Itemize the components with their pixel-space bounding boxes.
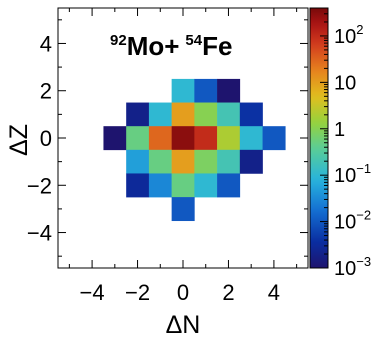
heatmap-cell xyxy=(171,102,195,127)
heatmap-cell xyxy=(239,126,263,151)
heatmap-cell xyxy=(171,126,195,151)
x-tick-label: −4 xyxy=(80,280,105,305)
heatmap-cell xyxy=(148,149,172,174)
y-axis-label: ΔZ xyxy=(5,124,33,156)
heatmap-cell xyxy=(194,126,218,151)
heatmap-cell xyxy=(103,126,127,151)
heatmap-cell xyxy=(262,126,286,151)
y-tick-label: 2 xyxy=(40,79,52,104)
colorbar-tick-label: 102 xyxy=(334,22,363,48)
heatmap-cell xyxy=(217,102,241,127)
x-tick-label: 2 xyxy=(222,280,234,305)
heatmap-cells xyxy=(103,78,286,222)
colorbar-tick-label: 10−3 xyxy=(334,254,371,280)
heatmap-cell xyxy=(148,126,172,151)
heatmap-cell xyxy=(171,149,195,174)
heatmap-cell xyxy=(194,149,218,174)
projectile-element: Mo+ xyxy=(127,31,180,61)
x-tick-labels: −4 −2 0 2 4 xyxy=(80,280,280,305)
heatmap-cell xyxy=(171,78,195,103)
projectile-mass-number: 92 xyxy=(110,32,127,49)
y-tick-label: 4 xyxy=(40,31,52,56)
x-tick-label: 0 xyxy=(177,280,189,305)
x-axis-label: ΔN xyxy=(166,311,201,339)
heatmap-cell xyxy=(148,102,172,127)
heatmap-cell xyxy=(194,173,218,198)
colorbar-tick-label: 1 xyxy=(334,119,345,141)
colorbar-tick-label: 10−1 xyxy=(334,161,371,187)
target-mass-number: 54 xyxy=(185,32,202,49)
heatmap-cell xyxy=(239,149,263,174)
heatmap-cell xyxy=(194,102,218,127)
heatmap-cell xyxy=(171,173,195,198)
heatmap-cell xyxy=(126,149,150,174)
y-tick-labels: −4 −2 0 2 4 xyxy=(27,31,52,245)
heatmap-cell xyxy=(217,149,241,174)
heatmap-cell xyxy=(239,102,263,127)
heatmap-cell xyxy=(194,78,218,103)
chart-title: 92Mo+ 54Fe xyxy=(110,31,232,61)
heatmap-cell xyxy=(217,173,241,198)
heatmap-cell xyxy=(171,197,195,222)
heatmap-cell xyxy=(126,173,150,198)
x-tick-label: −2 xyxy=(125,280,150,305)
heatmap-cell xyxy=(148,173,172,198)
y-tick-label: −2 xyxy=(27,173,52,198)
x-tick-label: 4 xyxy=(268,280,280,305)
y-tick-label: 0 xyxy=(40,126,52,151)
colorbar xyxy=(309,7,329,269)
heatmap-cell xyxy=(217,78,241,103)
target-element: Fe xyxy=(202,31,232,61)
colorbar-tick-label: 10 xyxy=(334,72,356,94)
heatmap-cell xyxy=(126,102,150,127)
axis-ticks xyxy=(58,8,308,268)
heatmap-cell xyxy=(217,126,241,151)
y-tick-label: −4 xyxy=(27,221,52,246)
heatmap-cell xyxy=(126,126,150,151)
colorbar-ticks xyxy=(320,7,328,269)
colorbar-tick-label: 10−2 xyxy=(334,208,371,234)
colorbar-tick-labels: 10−3 10−2 10−1 1 10 102 xyxy=(334,22,371,280)
